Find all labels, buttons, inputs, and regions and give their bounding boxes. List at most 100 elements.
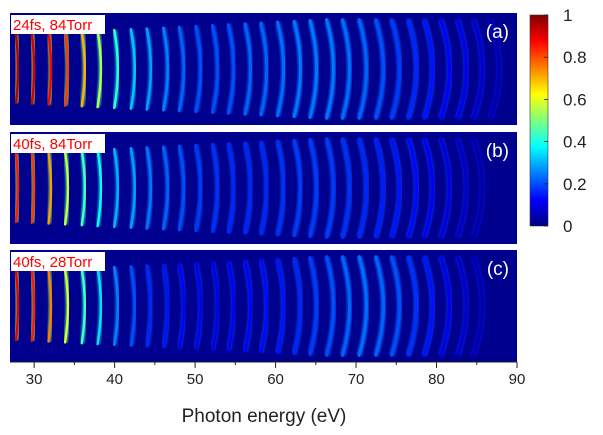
harmonic-line: [112, 265, 120, 347]
harmonic-line: [374, 255, 385, 357]
harmonic-line: [80, 149, 86, 227]
harmonic-line: [422, 255, 435, 357]
harmonic-line: [47, 269, 53, 343]
harmonic-line: [243, 259, 253, 353]
harmonic-line: [357, 18, 368, 120]
harmonic-lines: [13, 137, 486, 239]
harmonic-line: [129, 147, 136, 229]
harmonic-line: [406, 255, 418, 357]
colorbar-tick-label: 0.2: [563, 175, 587, 194]
harmonic-line: [292, 256, 302, 356]
harmonic-lines: [13, 255, 486, 357]
harmonic-line: [390, 255, 402, 357]
harmonic-line: [145, 27, 153, 111]
harmonic-line: [439, 137, 451, 239]
condition-label-box: [11, 252, 105, 271]
x-tick-label: 70: [348, 371, 365, 388]
harmonic-line: [325, 137, 335, 239]
harmonic-line: [422, 137, 435, 239]
harmonic-line: [374, 137, 385, 239]
harmonic-line: [341, 137, 352, 239]
harmonic-line: [308, 255, 319, 357]
x-tick-label: 50: [187, 371, 204, 388]
harmonic-line: [308, 18, 319, 120]
harmonic-line: [96, 29, 103, 109]
x-tick-label: 90: [509, 371, 526, 388]
harmonic-line: [14, 270, 20, 342]
panel-1: 24fs, 84Torr (a): [10, 13, 517, 125]
harmonic-line: [63, 31, 70, 107]
harmonic-line: [177, 25, 186, 113]
harmonic-line: [471, 137, 485, 239]
harmonic-line: [177, 262, 186, 350]
harmonic-line: [439, 18, 451, 120]
harmonic-line: [80, 267, 86, 345]
x-axis-label: Photon energy (eV): [182, 406, 347, 427]
harmonic-line: [471, 18, 485, 120]
harmonic-line: [162, 145, 170, 231]
panels-layer: 24fs, 84Torr (a) 40fs, 84Torr (b) 40fs, 28To…: [10, 13, 517, 362]
harmonic-line: [488, 18, 501, 120]
colorbar-ticks: 0 0.2 0.4 0.6 0.8 1: [544, 6, 587, 236]
harmonic-line: [30, 33, 36, 105]
colorbar-tick-label: 0: [563, 217, 572, 236]
panel-3: 40fs, 28Torr (c): [10, 250, 517, 362]
harmonic-line: [341, 255, 352, 357]
x-tick-label: 60: [267, 371, 284, 388]
harmonic-line: [357, 137, 368, 239]
condition-label-box: [11, 15, 105, 34]
harmonic-line: [455, 137, 468, 239]
harmonic-line: [390, 137, 402, 239]
harmonic-line: [47, 32, 53, 106]
harmonic-line: [276, 257, 286, 355]
harmonic-line: [374, 18, 385, 120]
harmonic-line: [390, 18, 402, 120]
harmonic-line: [243, 141, 253, 235]
harmonic-line: [325, 18, 335, 120]
condition-label: 24fs, 84Torr: [13, 17, 92, 34]
harmonic-line: [177, 144, 186, 232]
harmonic-line: [341, 18, 352, 120]
harmonic-line: [14, 152, 20, 224]
harmonic-line: [455, 18, 468, 120]
x-tick-label: 30: [26, 371, 43, 388]
harmonic-line: [47, 151, 53, 225]
harmonic-line: [211, 142, 219, 234]
harmonic-line: [145, 146, 153, 230]
harmonic-line: [259, 140, 269, 236]
colorbar-tick-label: 0.8: [563, 48, 587, 67]
harmonic-line: [292, 19, 302, 119]
harmonic-line: [357, 255, 368, 357]
harmonic-line: [276, 139, 286, 237]
harmonic-line: [162, 26, 170, 112]
condition-label: 40fs, 84Torr: [13, 136, 92, 153]
harmonic-line: [112, 147, 120, 229]
harmonic-line: [211, 260, 219, 352]
harmonic-line: [259, 21, 269, 117]
harmonic-line: [30, 270, 36, 342]
colorbar: [529, 14, 549, 227]
harmonic-line: [194, 261, 203, 351]
harmonic-line: [14, 33, 20, 105]
harmonic-line: [30, 152, 36, 224]
x-tick-label: 40: [106, 371, 123, 388]
harmonic-line: [471, 255, 485, 357]
harmonic-line: [194, 24, 203, 114]
harmonic-line: [63, 268, 70, 344]
harmonic-lines: [13, 18, 503, 120]
harmonic-line: [129, 265, 136, 347]
panel-label: (c): [487, 259, 509, 280]
colorbar-tick-label: 0.6: [563, 90, 587, 109]
harmonic-line: [422, 18, 435, 120]
harmonic-line: [63, 150, 70, 226]
harmonic-line: [292, 138, 302, 238]
harmonic-line: [227, 23, 236, 115]
harmonic-line: [96, 148, 103, 228]
harmonic-line: [211, 23, 219, 115]
colorbar-tick-label: 0.4: [563, 133, 587, 152]
harmonic-line: [455, 255, 468, 357]
colorbar-tick-label: 1: [563, 6, 572, 25]
x-tick-label: 80: [428, 371, 445, 388]
